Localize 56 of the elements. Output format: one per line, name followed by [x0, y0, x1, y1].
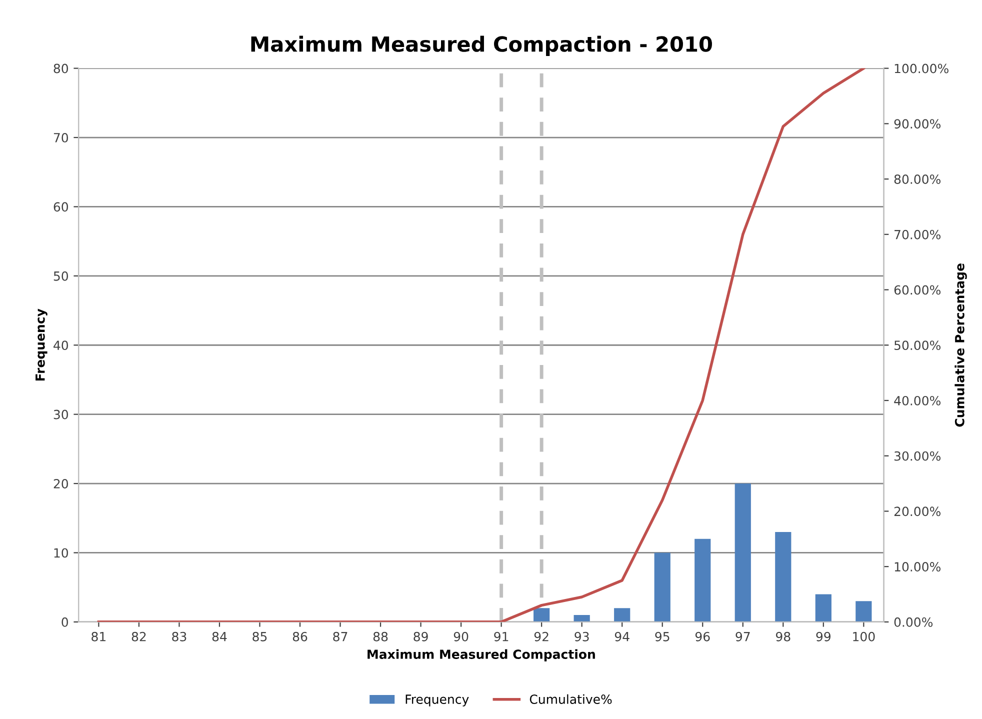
y2-tick-label: 40.00% — [894, 396, 940, 406]
x-tick-label: 100 — [853, 632, 875, 642]
x-tick-label: 81 — [92, 632, 106, 642]
x-tick-label: 87 — [333, 632, 348, 642]
line-series — [97, 68, 866, 622]
legend-label: Frequency — [406, 694, 469, 706]
y-tick-label: 70 — [54, 132, 68, 142]
x-tick-label: 97 — [736, 632, 750, 642]
y-tick-label: 0 — [62, 617, 68, 627]
bar — [856, 601, 872, 622]
y2-tick-label: 100.00% — [894, 64, 948, 74]
bar — [574, 615, 590, 622]
x-tick-label: 93 — [574, 632, 589, 642]
legend-label: Cumulative% — [530, 694, 612, 704]
x-tick-label: 98 — [776, 632, 790, 642]
x-tick-label: 95 — [655, 632, 670, 642]
y-tick-label: 10 — [54, 548, 68, 558]
y-tick-label: 20 — [54, 479, 68, 488]
x-tick-label: 91 — [494, 632, 508, 642]
bar — [614, 608, 630, 622]
x-tick-label: 92 — [534, 632, 548, 642]
y-axis-title: Frequency — [36, 308, 48, 381]
x-tick-label: 90 — [454, 632, 468, 642]
x-axis-title: Maximum Measured Compaction — [368, 649, 595, 662]
y2-tick-label: 90.00% — [894, 119, 940, 129]
x-tick-label: 82 — [132, 632, 146, 642]
y2-tick-label: 60.00% — [894, 285, 940, 295]
y2-tick-label: 50.00% — [894, 340, 940, 350]
x-tick-label: 96 — [695, 632, 710, 642]
bar — [815, 594, 832, 622]
y-tick-label: 30 — [54, 410, 68, 420]
x-tick-label: 88 — [373, 632, 388, 642]
y2-tick-label: 20.00% — [894, 506, 940, 516]
bar — [694, 538, 711, 622]
y2-tick-label: 80.00% — [894, 174, 940, 184]
x-tick-label: 84 — [212, 632, 227, 642]
chart-title: Maximum Measured Compaction - 2010 — [251, 36, 712, 56]
x-tick-label: 99 — [816, 632, 830, 642]
bar — [734, 484, 751, 622]
y-tick-label: 50 — [54, 271, 68, 281]
y2-tick-label: 0.00% — [894, 617, 933, 627]
x-tick-label: 85 — [252, 632, 267, 642]
y2-tick-label: 70.00% — [894, 230, 940, 240]
y-tick-label: 60 — [54, 202, 68, 212]
y2-tick-label: 30.00% — [894, 451, 940, 461]
x-tick-label: 94 — [614, 632, 630, 642]
y2-axis-title: Cumulative Percentage — [954, 264, 967, 427]
y-tick-label: 80 — [54, 64, 68, 74]
bar — [654, 552, 670, 622]
bar — [775, 532, 792, 622]
y-tick-label: 40 — [54, 340, 68, 350]
x-tick-label: 83 — [172, 632, 186, 642]
bar — [534, 608, 550, 622]
y2-tick-label: 10.00% — [894, 562, 940, 572]
x-tick-label: 89 — [414, 632, 428, 642]
x-tick-label: 86 — [292, 632, 308, 642]
